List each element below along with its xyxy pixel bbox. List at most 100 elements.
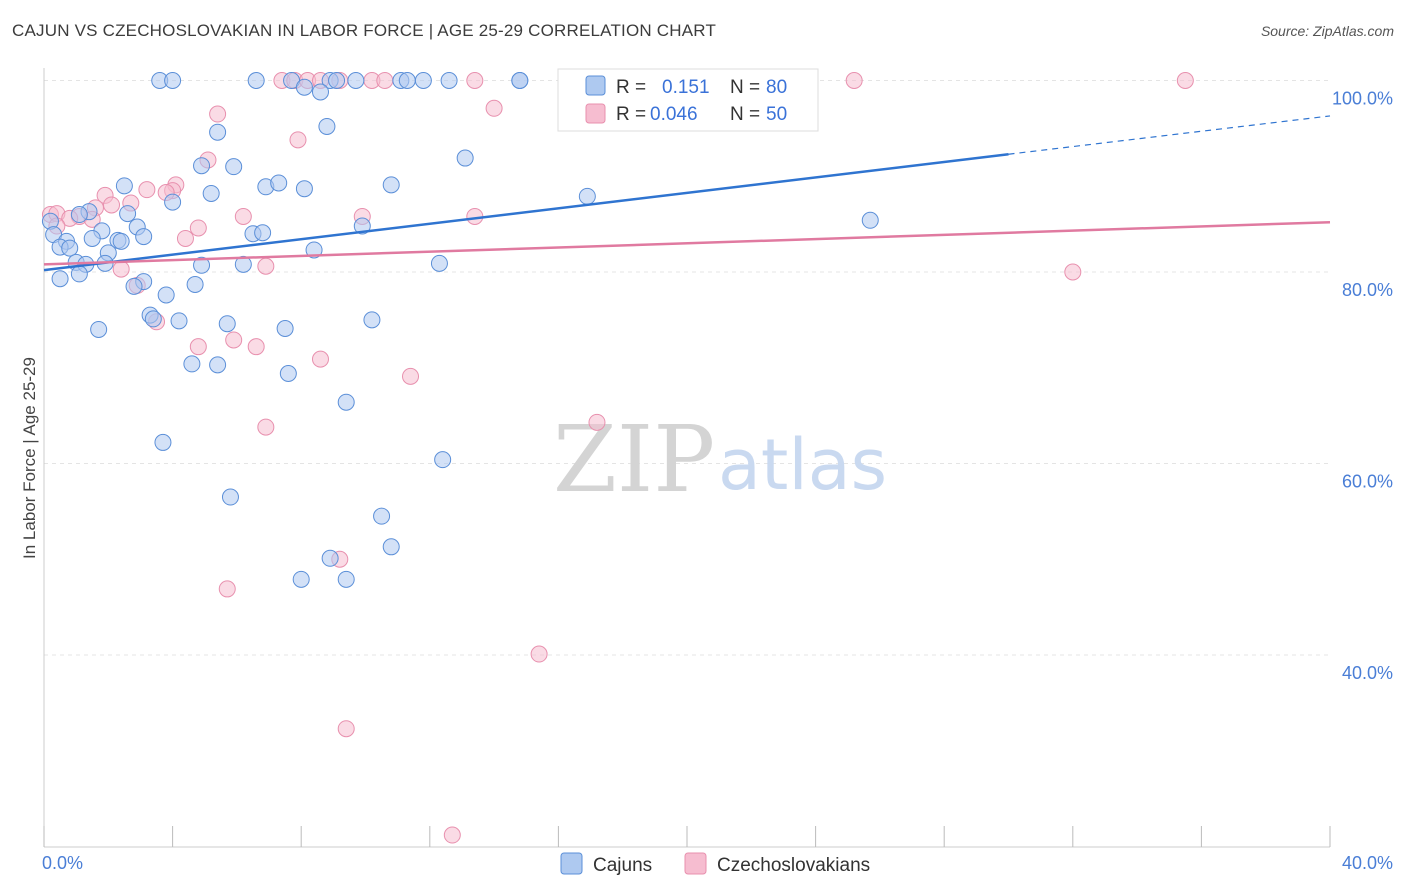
czechoslovakian-point <box>311 350 329 368</box>
legend-czech-n-label: N = <box>730 104 760 125</box>
czechoslovakian-point <box>845 72 863 89</box>
cajun-point <box>430 254 448 272</box>
cajun-point <box>318 117 336 135</box>
legend-bottom-czech-label: Czechoslovakians <box>717 855 870 876</box>
legend-bottom-czech-swatch <box>684 852 707 875</box>
legend-top: R = 0.151 N = 80 R = 0.046 N = 50 <box>557 68 819 132</box>
cajun-point <box>218 315 236 333</box>
y-tick-label: 80.0% <box>1342 280 1393 300</box>
cajun-point <box>90 320 108 338</box>
cajun-point <box>209 356 227 374</box>
cajun-point <box>51 270 69 288</box>
cajun-point <box>347 72 365 89</box>
czechoslovakian-point <box>376 72 394 89</box>
legend-czech-r-label: R = <box>616 104 646 125</box>
czechoslovakian-point <box>189 338 207 356</box>
cajun-point <box>221 488 239 506</box>
chart-title: CAJUN VS CZECHOSLOVAKIAN IN LABOR FORCE … <box>12 21 717 40</box>
cajun-point <box>112 232 130 250</box>
cajun-point <box>321 549 339 567</box>
cajun-point <box>353 217 371 235</box>
y-tick-label: 40.0% <box>1342 663 1393 683</box>
legend-bottom-cajun-swatch <box>560 852 583 875</box>
x-tick-label-max: 40.0% <box>1342 853 1393 873</box>
y-axis-label: In Labor Force | Age 25-29 <box>20 357 39 559</box>
legend-bottom-cajun-label: Cajuns <box>593 855 652 876</box>
cajun-point <box>373 507 391 525</box>
cajun-point <box>414 72 432 89</box>
czechoslovakian-point <box>225 331 243 349</box>
cajun-point <box>279 364 297 382</box>
czechoslovakian-point <box>234 207 252 225</box>
czechoslovakian-point <box>209 105 227 123</box>
legend-cajun-r-value: 0.151 <box>662 77 710 98</box>
czechoslovakian-point <box>257 257 275 275</box>
czechoslovakian-point <box>189 219 207 237</box>
cajun-point <box>511 72 529 89</box>
cajun-point <box>434 451 452 469</box>
czechoslovakians-points <box>41 72 1194 844</box>
cajun-point <box>119 205 137 223</box>
cajun-point <box>337 570 355 588</box>
cajun-point <box>164 72 182 89</box>
cajun-point <box>225 158 243 176</box>
watermark-zip: ZIP <box>553 406 715 513</box>
czechoslovakian-point <box>1064 263 1082 281</box>
cajun-point <box>193 256 211 274</box>
czechoslovakian-point <box>402 367 420 385</box>
trend-lines <box>43 115 1331 272</box>
cajun-point <box>382 176 400 194</box>
cajun-point <box>270 174 288 192</box>
cajun-point <box>170 312 188 330</box>
cajun-point <box>144 310 162 328</box>
cajun-point <box>305 241 323 259</box>
cajun-point <box>234 255 252 273</box>
chart-source: Source: ZipAtlas.com <box>1260 23 1394 39</box>
cajun-point <box>328 72 346 89</box>
watermark-atlas: atlas <box>718 424 887 506</box>
cajun-point <box>398 72 416 89</box>
cajun-point <box>382 538 400 556</box>
y-tick-labels: 100.0% 80.0% 60.0% 40.0% <box>1332 89 1393 684</box>
cajun-trend-extension <box>1008 115 1331 155</box>
czechoslovakian-point <box>218 580 236 598</box>
watermark: ZIP atlas <box>553 406 887 513</box>
cajun-point <box>578 187 596 205</box>
legend-czech-swatch <box>585 103 606 124</box>
x-axis-ticks <box>43 826 1331 847</box>
cajun-point <box>157 286 175 304</box>
cajun-point <box>209 123 227 141</box>
cajun-point <box>311 83 329 101</box>
cajun-point <box>440 72 458 89</box>
legend-bottom: Cajuns Czechoslovakians <box>560 852 870 876</box>
legend-cajun-swatch <box>585 75 606 96</box>
y-tick-label: 100.0% <box>1332 89 1393 109</box>
legend-cajun-n-label: N = <box>730 77 760 98</box>
cajun-point <box>295 78 313 96</box>
legend-czech-r-value: 0.046 <box>650 104 698 125</box>
cajun-point <box>861 211 879 229</box>
cajun-point <box>363 311 381 329</box>
cajun-point <box>154 433 172 451</box>
cajun-point <box>193 157 211 175</box>
czechoslovakian-point <box>176 229 194 247</box>
cajun-point <box>456 149 474 167</box>
cajun-point <box>125 277 143 295</box>
czechoslovakian-point <box>485 99 503 117</box>
czechoslovakian-point <box>337 720 355 738</box>
cajun-point <box>276 319 294 337</box>
cajun-point <box>295 180 313 198</box>
legend-cajun-n-value: 80 <box>766 77 787 98</box>
czechoslovakian-point <box>112 260 130 278</box>
czechoslovakian-point <box>443 826 461 844</box>
cajun-point <box>61 239 79 257</box>
y-tick-label: 60.0% <box>1342 472 1393 492</box>
czechoslovakian-point <box>103 196 121 214</box>
cajun-point <box>135 228 153 246</box>
cajun-point <box>70 206 88 224</box>
czechoslovakian-point <box>1176 72 1194 89</box>
legend-czech-n-value: 50 <box>766 104 787 125</box>
cajun-point <box>202 184 220 202</box>
cajun-point <box>83 229 101 247</box>
